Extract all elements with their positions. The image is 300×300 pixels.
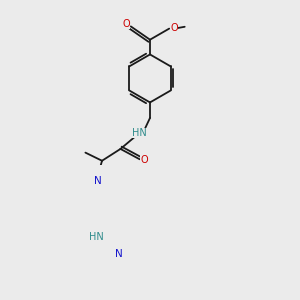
Text: HN: HN	[132, 128, 147, 138]
Text: O: O	[122, 19, 130, 29]
Text: O: O	[140, 155, 148, 165]
Text: N: N	[115, 250, 123, 260]
Text: O: O	[170, 23, 178, 33]
Text: HN: HN	[89, 232, 104, 242]
Text: N: N	[94, 176, 101, 186]
